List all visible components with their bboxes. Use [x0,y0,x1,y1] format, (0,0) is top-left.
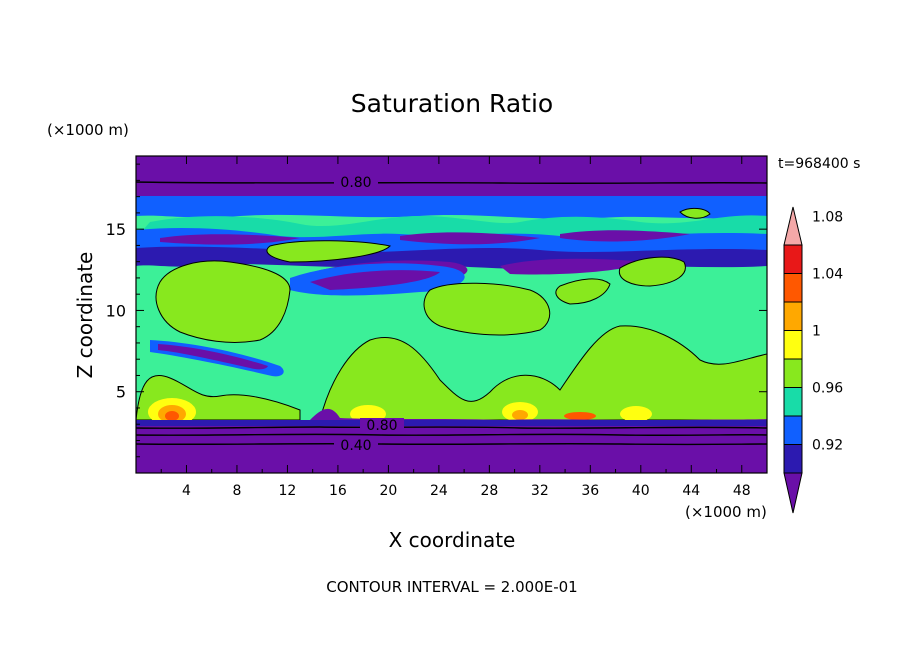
x-tick-label: 32 [531,483,549,499]
colorbar-swatch [783,273,803,303]
contour-label-upper: 0.80 [340,175,371,191]
x-axis-ticks: 4 8 12 16 20 24 28 32 36 40 44 48 [160,156,751,499]
purple-band-1 [160,230,690,245]
colorbar-swatch [783,387,803,417]
contour-label-mid: 0.80 [366,418,397,434]
y-tick-label: 10 [106,301,126,320]
purple-band-3 [310,270,440,290]
colorbar-extend-top [783,206,803,246]
cloud-blob-left [155,260,291,343]
colorbar-label: 1.08 [812,210,843,226]
cloud-blob-band [266,240,392,263]
plot-area: 0.80 0.80 0.40 4 8 12 16 20 24 28 32 36 40 44 48 51… [106,155,768,499]
colorbar-swatch [783,415,803,445]
colorbar-swatch [783,330,803,360]
x-tick-label: 20 [379,483,397,499]
upper-blue-edge [136,196,767,219]
cloud-cores [148,398,652,426]
x-tick-label: 12 [279,483,297,499]
colorbar: 0.92 0.96 1 1.04 1.08 [783,206,843,514]
contour-0-80-upper [136,181,767,184]
cloud-blob-right [555,278,611,305]
colorbar-label: 1.04 [812,267,843,283]
upper-dry-layer [136,156,767,198]
x-tick-label: 16 [329,483,347,499]
lower-cloud-layer [319,325,767,421]
contour-0-40-lower [136,443,767,446]
y-tick-label: 15 [106,220,126,239]
colorbar-label: 0.96 [812,381,843,397]
boundary-navy-edge [136,420,767,426]
cloud-blob-mid [423,282,551,336]
x-axis-label: X coordinate [389,528,516,552]
chart-title: Saturation Ratio [351,89,553,118]
contour-labels: 0.80 0.80 0.40 [334,174,404,454]
x-tick-label: 4 [182,483,191,499]
left-purple-streak-core [158,344,268,370]
colorbar-swatch [783,358,803,388]
y-unit-label: (×1000 m) [47,121,129,139]
colorbar-label: 0.92 [812,438,843,454]
x-tick-label: 24 [430,483,448,499]
saturation-field: 0.80 0.80 0.40 [136,156,767,473]
time-label: t=968400 s [778,156,860,172]
colorbar-extend-bottom [783,472,803,514]
colorbar-swatch [783,444,803,474]
colorbar-swatch [783,244,803,274]
x-tick-label: 44 [682,483,700,499]
colorbar-swatch [783,301,803,331]
y-tick-label: 5 [116,383,126,402]
colorbar-label: 1 [812,324,821,340]
y-axis-label: Z coordinate [73,252,97,379]
x-unit-label: (×1000 m) [685,503,767,521]
x-tick-label: 40 [632,483,650,499]
contour-label-lower: 0.40 [340,438,371,454]
x-tick-label: 8 [232,483,241,499]
plot-frame [135,155,768,474]
contour-interval-note: CONTOUR INTERVAL = 2.000E-01 [326,578,577,596]
contour-lines [136,181,767,446]
contour-0-80-lower [136,426,767,429]
cloud-blob-upper-right [618,256,686,287]
contour-0-60-lower [136,433,767,436]
x-tick-label: 48 [733,483,751,499]
cloud-blob-top [679,207,711,219]
x-tick-label: 28 [480,483,498,499]
x-tick-label: 36 [581,483,599,499]
y-axis-ticks: 5 10 15 [106,163,767,458]
